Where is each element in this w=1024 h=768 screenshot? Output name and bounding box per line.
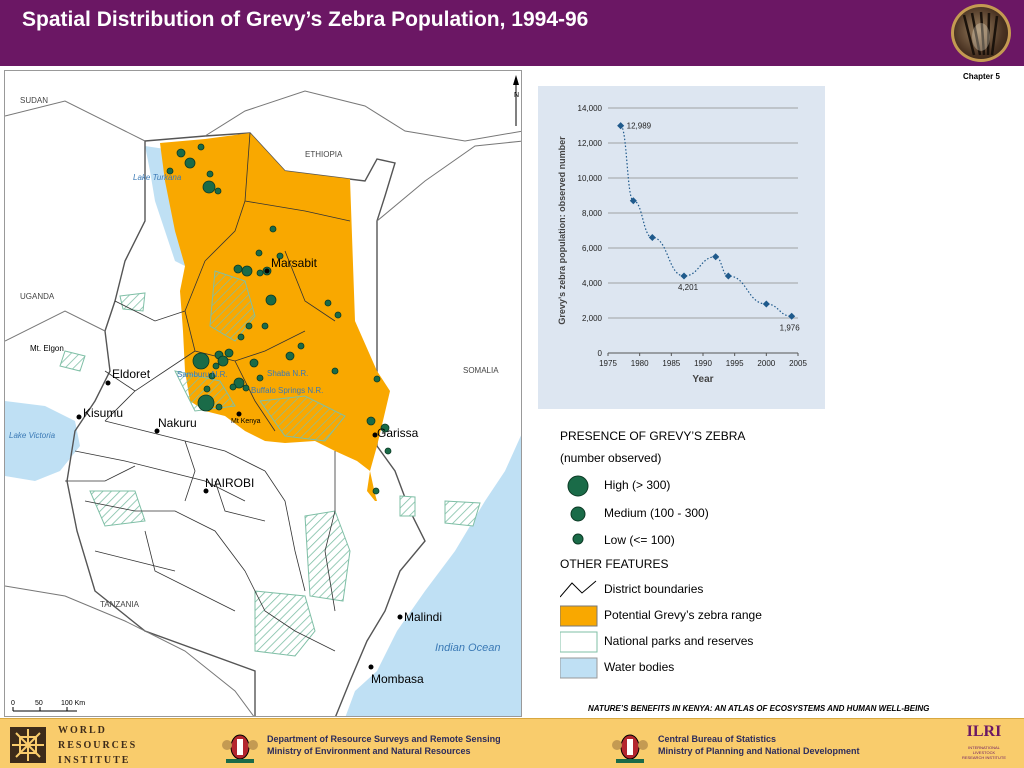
label-ethiopia: ETHIOPIA — [305, 150, 343, 159]
x-tick-label: 1975 — [599, 359, 617, 368]
y-tick-label: 6,000 — [582, 244, 603, 253]
y-tick-label: 14,000 — [578, 104, 603, 113]
label-indian-ocean: Indian Ocean — [435, 642, 500, 654]
atlas-title: NATURE’S BENEFITS IN KENYA: AN ATLAS OF … — [588, 704, 930, 713]
legend-high: High (> 300) — [560, 475, 860, 497]
svg-text:50: 50 — [35, 700, 43, 707]
wri-name-line1: WORLD — [58, 725, 107, 736]
kenya-map: SUDAN ETHIOPIA UGANDA SOMALIA TANZANIA L… — [4, 70, 522, 717]
x-tick-label: 1980 — [631, 359, 649, 368]
scale-bar: 0 50 100 Km — [11, 700, 85, 712]
y-tick-label: 8,000 — [582, 209, 603, 218]
wri-logo-icon — [10, 727, 46, 763]
chapter-label: Chapter 5 — [963, 72, 1000, 81]
x-tick-label: 2000 — [757, 359, 775, 368]
wri-name-line2: RESOURCES — [58, 740, 138, 751]
label-sudan: SUDAN — [20, 96, 48, 105]
label-eldoret: Eldoret — [112, 367, 151, 381]
zebra-range — [160, 133, 390, 501]
data-point — [724, 272, 732, 280]
label-shaba: Shaba N.R. — [267, 369, 308, 378]
y-tick-label: 2,000 — [582, 314, 603, 323]
data-point — [788, 312, 796, 320]
page-title: Spatial Distribution of Grevy’s Zebra Po… — [22, 8, 589, 31]
label-kisumu: Kisumu — [83, 406, 123, 420]
label-mombasa: Mombasa — [371, 672, 424, 686]
park-areas — [59, 270, 481, 657]
y-tick-label: 10,000 — [578, 174, 603, 183]
y-tick-label: 0 — [598, 349, 603, 358]
x-tick-label: 1985 — [662, 359, 680, 368]
x-axis-label: Year — [692, 374, 713, 385]
kenya-crest-icon-2 — [612, 734, 648, 763]
cbs-ministry: Ministry of Planning and National Develo… — [658, 746, 860, 756]
indian-ocean — [345, 435, 521, 716]
label-garissa: Garissa — [377, 426, 419, 440]
label-lake-turkana: Lake Turkana — [133, 173, 182, 182]
data-point — [648, 233, 656, 242]
label-tanzania: TANZANIA — [100, 600, 140, 609]
data-point — [762, 300, 770, 308]
legend-subheading: (number observed) — [560, 451, 662, 465]
x-tick-label: 1995 — [726, 359, 744, 368]
data-point — [617, 122, 625, 130]
label-marsabit: Marsabit — [271, 256, 318, 270]
ilri-logo: ILRI INTERNATIONAL LIVESTOCK RESEARCH IN… — [962, 723, 1007, 760]
label-uganda: UGANDA — [20, 292, 55, 301]
label-samburu: Samburu N.R. — [177, 370, 228, 379]
label-lake-victoria: Lake Victoria — [9, 431, 56, 440]
footer-bar: WORLD RESOURCES INSTITUTE Department of … — [0, 718, 1024, 768]
svg-text:0: 0 — [11, 700, 15, 707]
district-boundaries — [65, 132, 351, 652]
label-malindi: Malindi — [404, 610, 442, 624]
label-mt-kenya: Mt Kenya — [231, 418, 261, 425]
data-label: 1,976 — [780, 323, 801, 332]
header-bar: Spatial Distribution of Grevy’s Zebra Po… — [0, 0, 1024, 66]
series-line — [620, 125, 792, 317]
y-tick-label: 4,000 — [582, 279, 603, 288]
kenya-crest-icon — [222, 734, 258, 763]
legend-district: District boundaries — [559, 579, 860, 601]
x-tick-label: 1990 — [694, 359, 712, 368]
lake-victoria — [5, 401, 80, 481]
zebra-observations — [166, 143, 392, 495]
y-tick-label: 12,000 — [578, 139, 603, 148]
population-chart: 0 2,000 4,000 6,000 8,000 10,000 12,000 14,000 1… — [538, 86, 825, 409]
label-somalia: SOMALIA — [463, 366, 499, 375]
legend-medium: Medium (100 - 300) — [560, 503, 860, 525]
data-label: 4,201 — [678, 283, 699, 292]
legend-heading: PRESENCE OF GREVY’S ZEBRA — [560, 429, 746, 443]
y-axis-label: Grevy’s zebra population: observed numbe… — [557, 136, 567, 325]
legend-parks: National parks and reserves — [559, 631, 860, 653]
drsrs-ministry: Ministry of Environment and Natural Reso… — [267, 746, 471, 756]
x-tick-label: 2005 — [789, 359, 807, 368]
data-point — [712, 253, 720, 261]
legend-range: Potential Grevy’s zebra range — [559, 605, 860, 627]
legend-water: Water bodies — [559, 657, 860, 679]
kenya-border — [66, 132, 426, 716]
svg-text:100 Km: 100 Km — [61, 700, 85, 707]
cbs-name: Central Bureau of Statistics — [658, 734, 777, 744]
label-mt-elgon: Mt. Elgon — [30, 344, 64, 353]
data-label: 12,989 — [627, 122, 652, 131]
label-nakuru: Nakuru — [158, 416, 197, 430]
label-buffalo-springs: Buffalo Springs N.R. — [251, 386, 323, 395]
north-arrow-icon: N — [513, 75, 519, 126]
drsrs-name: Department of Resource Surveys and Remot… — [267, 734, 501, 744]
svg-text:N: N — [514, 92, 519, 99]
lake-turkana — [145, 146, 185, 266]
data-point — [680, 272, 688, 280]
legend-other-heading: OTHER FEATURES — [560, 557, 669, 571]
zebra-photo-logo — [951, 4, 1011, 62]
wri-name-line3: INSTITUTE — [58, 755, 131, 766]
legend-low: Low (<= 100) — [560, 530, 860, 552]
label-nairobi: NAIROBI — [205, 476, 254, 490]
